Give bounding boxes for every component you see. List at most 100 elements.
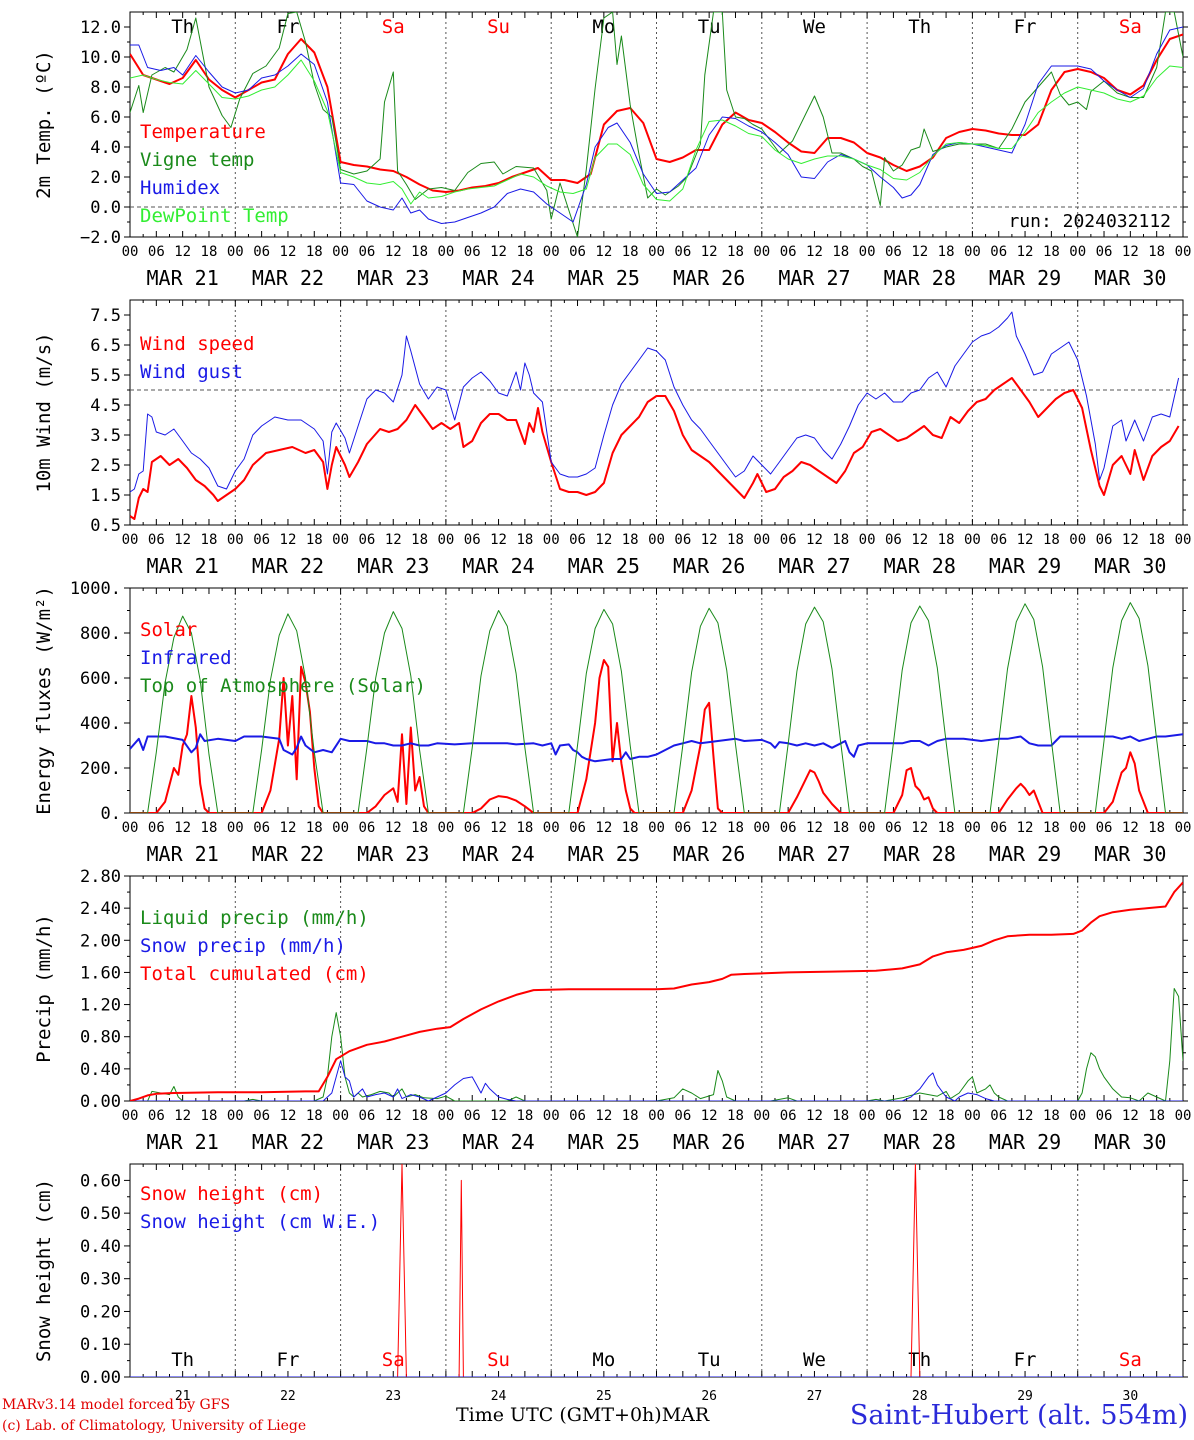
date-label: MAR 23 xyxy=(357,842,429,866)
hour-tick-label: 00 xyxy=(332,244,349,260)
y-tick-label: 0. xyxy=(101,804,121,824)
hour-tick-label: 12 xyxy=(280,1108,297,1124)
hour-tick-label: 06 xyxy=(990,820,1007,836)
hour-tick-label: 12 xyxy=(174,244,191,260)
hour-tick-label: 06 xyxy=(464,1108,481,1124)
date-label: MAR 21 xyxy=(147,1130,219,1154)
hour-tick-label: 12 xyxy=(911,244,928,260)
hour-tick-label: 00 xyxy=(859,532,876,548)
y-axis-label: Energy fluxes (W/m²) xyxy=(33,586,55,815)
hour-tick-label: 12 xyxy=(806,244,823,260)
legend-entry: Snow height (cm) xyxy=(140,1183,323,1205)
hour-tick-label: 06 xyxy=(569,820,586,836)
weekday-label: Mo xyxy=(592,1349,615,1371)
legend-entry: DewPoint Temp xyxy=(140,205,289,227)
hour-tick-label: 18 xyxy=(938,532,955,548)
hour-tick-label: 12 xyxy=(1122,244,1139,260)
date-label: MAR 27 xyxy=(778,1130,850,1154)
hour-tick-label: 00 xyxy=(648,820,665,836)
hour-tick-label: 12 xyxy=(701,820,718,836)
station-name: Saint-Hubert (alt. 554m) xyxy=(849,1400,1188,1431)
hour-tick-label: 06 xyxy=(358,244,375,260)
hour-tick-label: 06 xyxy=(990,244,1007,260)
y-tick-label: 12.0 xyxy=(80,18,121,38)
hour-tick-label: 12 xyxy=(385,820,402,836)
hour-tick-label: 18 xyxy=(411,244,428,260)
hour-tick-label: 06 xyxy=(148,532,165,548)
y-tick-label: 4.5 xyxy=(90,396,121,416)
date-label: MAR 21 xyxy=(147,554,219,578)
hour-tick-label: 00 xyxy=(437,244,454,260)
hour-tick-label: 12 xyxy=(1017,1108,1034,1124)
series-line-snow-height-cm- xyxy=(130,1164,1183,1377)
day-number-label: 27 xyxy=(807,1389,823,1404)
legend-entry: Total cumulated (cm) xyxy=(140,963,369,985)
weekday-label: Sa xyxy=(382,16,405,38)
hour-tick-label: 06 xyxy=(569,244,586,260)
hour-tick-label: 18 xyxy=(306,532,323,548)
series-group xyxy=(130,881,1183,1101)
hour-tick-label: 06 xyxy=(990,1108,1007,1124)
date-label: MAR 25 xyxy=(568,266,640,290)
hour-tick-label: 12 xyxy=(595,820,612,836)
hour-tick-label: 18 xyxy=(727,1108,744,1124)
hour-tick-label: 00 xyxy=(122,1108,139,1124)
hour-tick-label: 00 xyxy=(1175,820,1192,836)
y-tick-label: 0.20 xyxy=(80,1302,121,1322)
hour-tick-label: 06 xyxy=(358,820,375,836)
legend-entry: Wind gust xyxy=(140,361,243,383)
hour-tick-label: 12 xyxy=(1017,244,1034,260)
y-tick-label: 2.00 xyxy=(80,931,121,951)
hour-tick-label: 12 xyxy=(174,820,191,836)
date-label: MAR 25 xyxy=(568,1130,640,1154)
day-number-label: 21 xyxy=(175,1389,191,1404)
hour-tick-label: 18 xyxy=(201,1108,218,1124)
hour-tick-label: 06 xyxy=(674,244,691,260)
model-credit: MARv3.14 model forced by GFS xyxy=(2,1397,231,1413)
weekday-label: We xyxy=(803,1349,826,1371)
date-label: MAR 30 xyxy=(1094,266,1166,290)
hour-tick-label: 00 xyxy=(648,244,665,260)
y-axis-label: Snow height (cm) xyxy=(33,1179,55,1362)
hour-tick-label: 12 xyxy=(911,532,928,548)
hour-tick-label: 12 xyxy=(1122,820,1139,836)
y-tick-label: 2.80 xyxy=(80,867,121,887)
date-label: MAR 21 xyxy=(147,266,219,290)
weekday-label: Tu xyxy=(698,1349,721,1371)
date-label: MAR 23 xyxy=(357,554,429,578)
hour-tick-label: 06 xyxy=(148,820,165,836)
date-label: MAR 30 xyxy=(1094,554,1166,578)
y-tick-label: 1.60 xyxy=(80,963,121,983)
weekday-label: Fr xyxy=(1014,1349,1037,1371)
hour-tick-label: 00 xyxy=(543,532,560,548)
hour-tick-label: 18 xyxy=(516,244,533,260)
hour-tick-label: 18 xyxy=(306,820,323,836)
hour-tick-label: 00 xyxy=(859,820,876,836)
hour-tick-label: 06 xyxy=(358,532,375,548)
date-label: MAR 30 xyxy=(1094,1130,1166,1154)
hour-tick-label: 18 xyxy=(1148,1108,1165,1124)
hour-tick-label: 00 xyxy=(543,244,560,260)
date-label: MAR 25 xyxy=(568,554,640,578)
hour-tick-label: 12 xyxy=(595,1108,612,1124)
hour-tick-label: 18 xyxy=(832,1108,849,1124)
y-tick-label: 5.5 xyxy=(90,366,121,386)
hour-tick-label: 12 xyxy=(911,820,928,836)
hour-tick-label: 18 xyxy=(832,244,849,260)
y-tick-label: 0.0 xyxy=(90,198,121,218)
series-line-wind-speed xyxy=(130,377,1180,520)
hour-tick-label: 06 xyxy=(253,532,270,548)
y-tick-label: 0.5 xyxy=(90,516,121,536)
hour-tick-label: 00 xyxy=(964,1108,981,1124)
hour-tick-label: 18 xyxy=(201,820,218,836)
hour-tick-label: 12 xyxy=(490,532,507,548)
hour-tick-label: 00 xyxy=(753,244,770,260)
hour-tick-label: 00 xyxy=(122,820,139,836)
hour-tick-label: 00 xyxy=(1069,244,1086,260)
hour-tick-label: 00 xyxy=(1069,532,1086,548)
y-tick-label: 1.5 xyxy=(90,486,121,506)
date-label: MAR 29 xyxy=(989,266,1061,290)
y-tick-label: 0.40 xyxy=(80,1237,121,1257)
day-number-label: 24 xyxy=(491,1389,507,1404)
weekday-label: Fr xyxy=(1014,16,1037,38)
